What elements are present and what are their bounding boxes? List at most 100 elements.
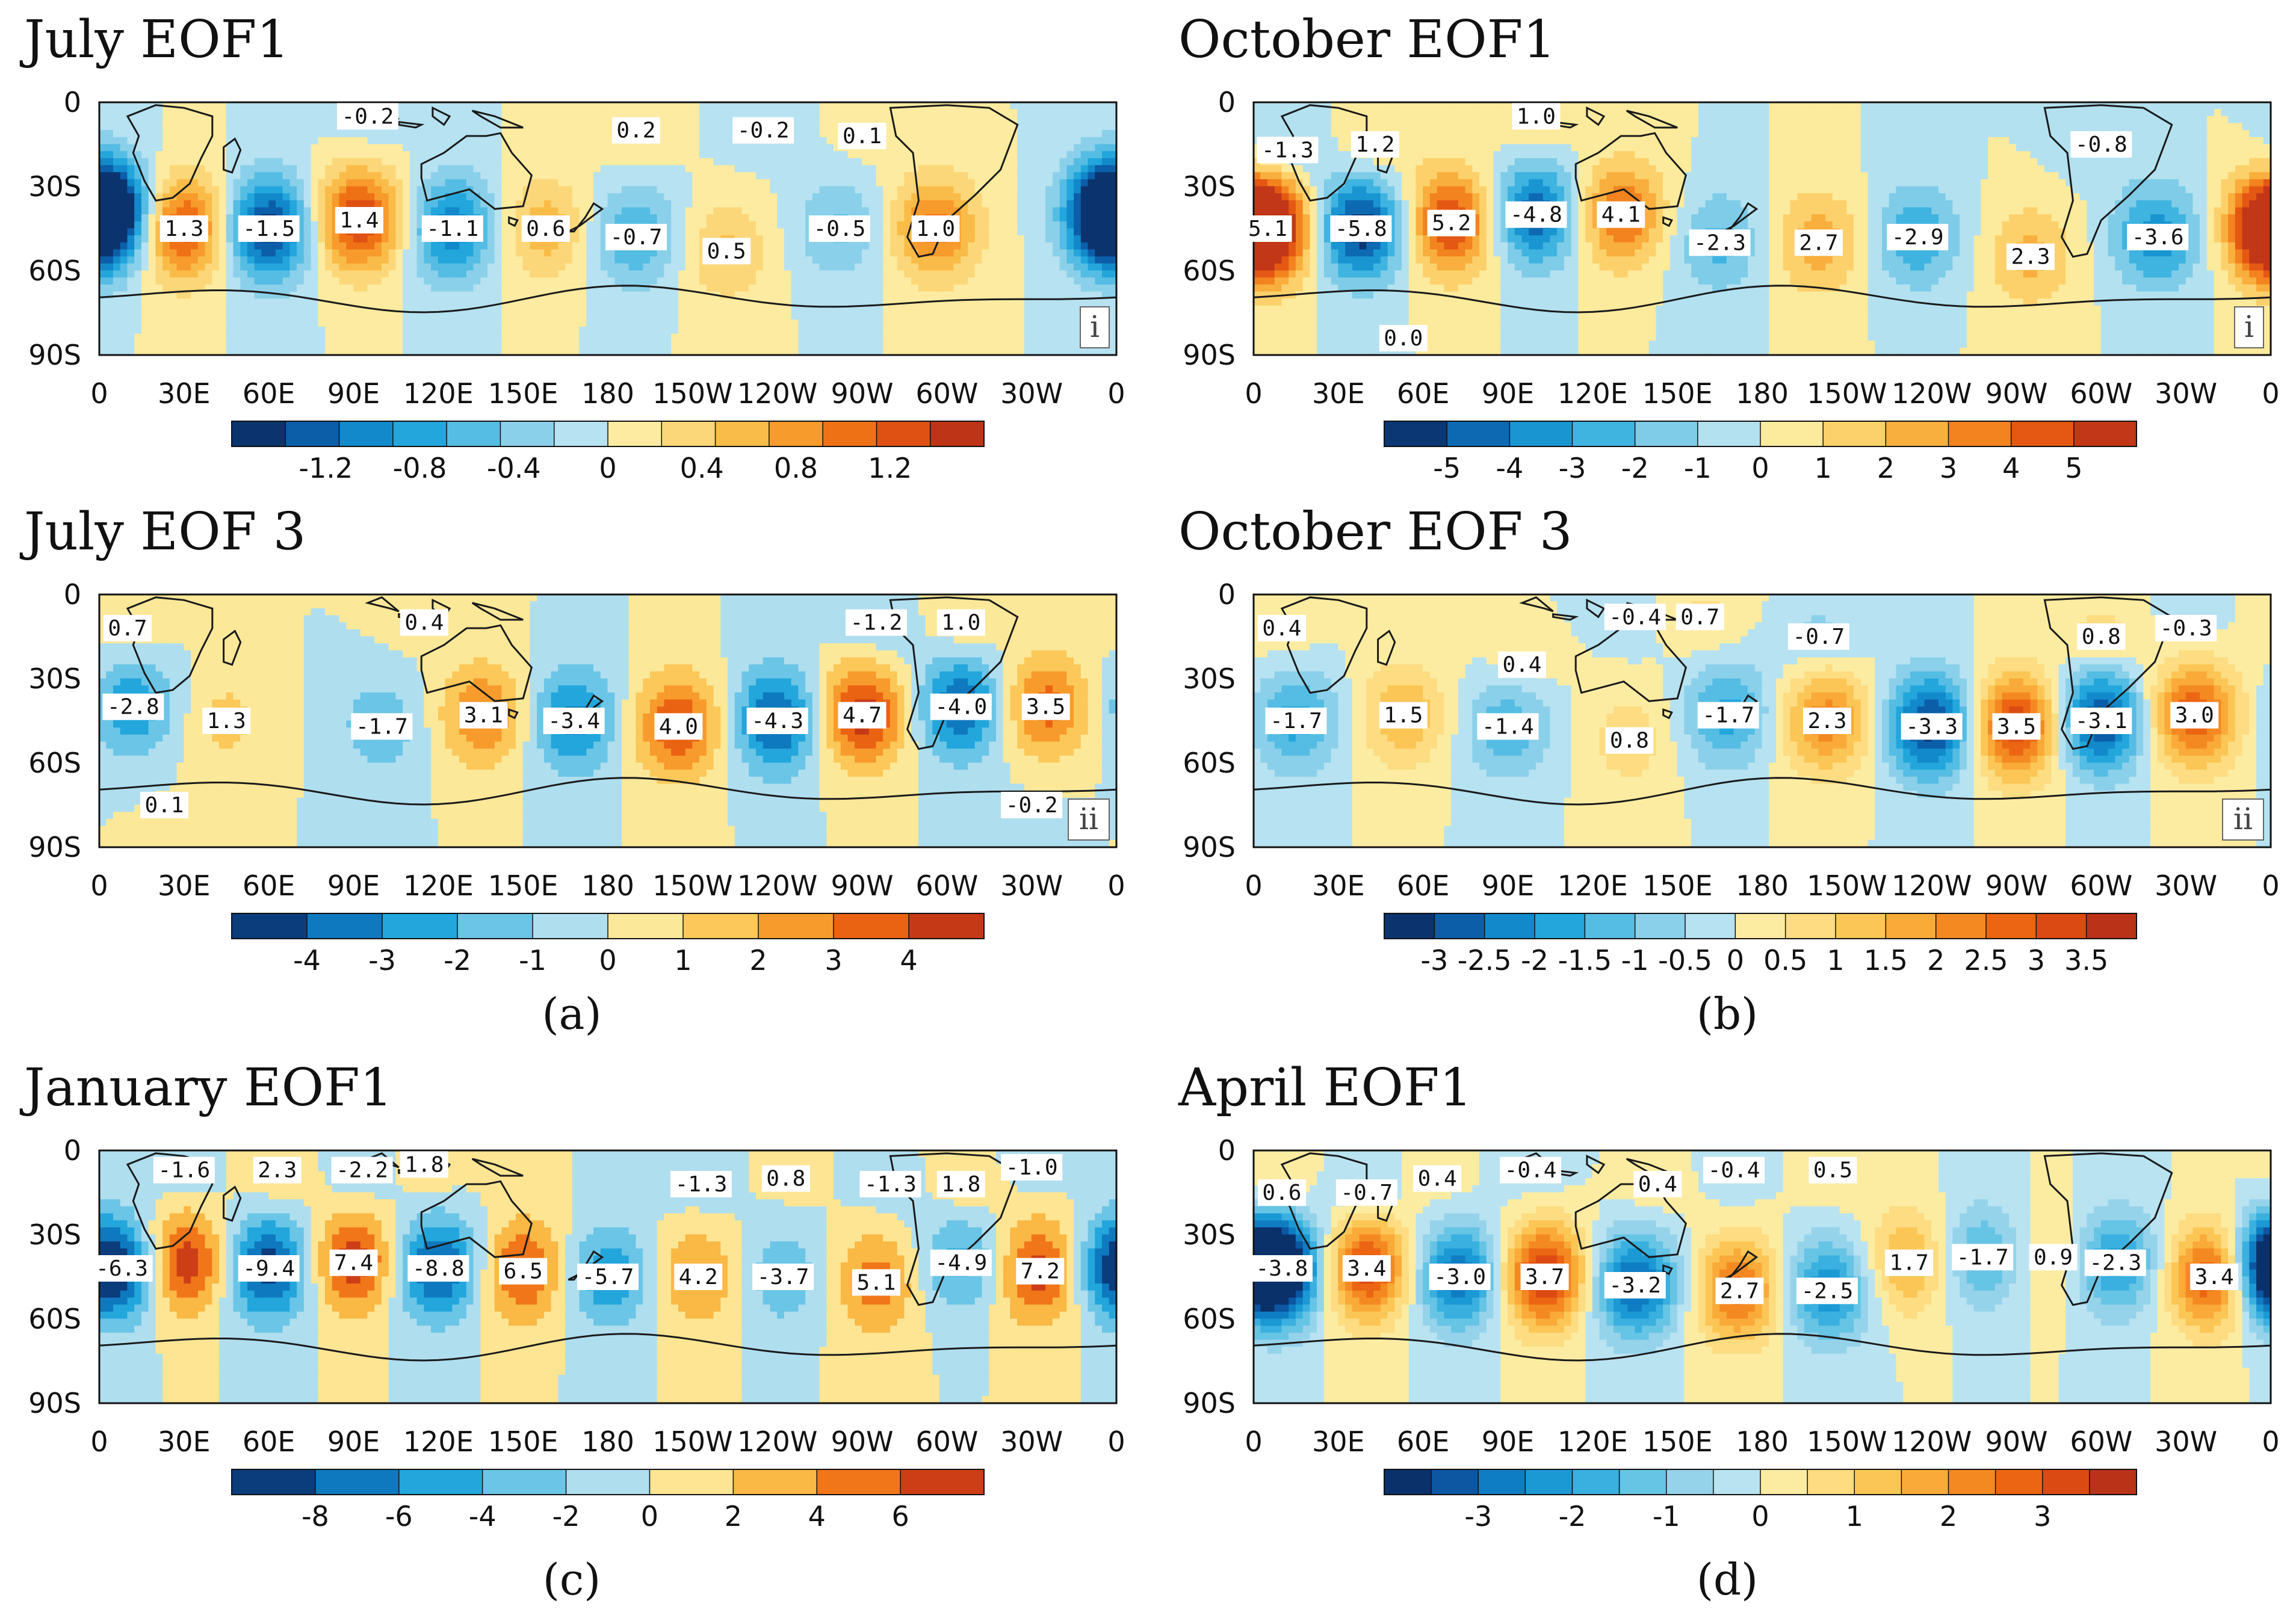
value-label-box	[1257, 615, 1306, 641]
value-label-box	[1809, 1156, 1857, 1184]
colorbar-swatch	[683, 913, 759, 939]
colorbar-tick-label: 3	[2028, 944, 2045, 977]
colorbar-swatch	[834, 913, 909, 939]
value-label-box	[838, 123, 887, 149]
field-map	[99, 102, 1116, 355]
x-tick-label: 0	[90, 377, 108, 410]
value-label-box	[670, 1171, 732, 1197]
value-label-box	[1497, 651, 1546, 678]
colorbar-swatch	[1666, 1469, 1714, 1495]
value-label-box	[859, 1171, 921, 1197]
colorbar-tick-label: -4	[1496, 452, 1523, 484]
value-label-box	[159, 215, 208, 242]
x-tick-label: 150E	[1642, 377, 1713, 410]
value-label: -4.8	[1510, 203, 1562, 227]
value-label: -0.2	[342, 104, 394, 129]
colorbar-swatch	[232, 913, 308, 939]
colorbar-tick-label: 1	[674, 944, 692, 977]
colorbar-tick-label: -4	[469, 1500, 497, 1533]
value-label-box	[808, 215, 870, 242]
y-tick-label: 90S	[1183, 339, 1236, 371]
value-label-box	[1477, 713, 1539, 740]
value-label-box	[732, 117, 794, 144]
y-tick-label: 60S	[28, 255, 81, 287]
value-label: -0.4	[1609, 605, 1661, 629]
value-label: 1.3	[207, 709, 246, 733]
value-label: 0.1	[144, 793, 184, 818]
panel-6: April EOF1 -3.8 3.4 -3.0 3.7 -3.2 2.7 -2.5 1.7 -1…	[1178, 1058, 2280, 1533]
colorbar-swatch	[1484, 913, 1535, 939]
value-label-box	[1427, 209, 1476, 236]
value-label-box	[761, 1165, 810, 1192]
colorbar-tick-label: -3	[1559, 452, 1586, 484]
x-tick-label: 60W	[2070, 869, 2132, 902]
x-tick-label: 150W	[652, 869, 732, 902]
y-tick-label: 60S	[28, 747, 81, 779]
x-tick-label: 60E	[1397, 869, 1450, 902]
value-label: -9.4	[243, 1256, 295, 1281]
panel-mark: ii	[2233, 801, 2253, 836]
value-label: 5.2	[1432, 211, 1471, 236]
field-map	[99, 594, 1116, 847]
value-label-box	[421, 215, 483, 242]
y-tick-label: 0	[1218, 86, 1236, 119]
y-tick-label: 90S	[1183, 1387, 1236, 1419]
colorbar-tick-label: -2.5	[1458, 944, 1512, 977]
colorbar-tick-label: 2	[749, 944, 767, 977]
value-label: 3.4	[2195, 1265, 2234, 1289]
x-tick-label: 90W	[831, 377, 893, 410]
colorbar-swatch	[661, 421, 716, 446]
value-label-box	[1697, 702, 1759, 729]
panel-title: January EOF1	[19, 1058, 393, 1118]
value-label: 0.4	[1418, 1167, 1457, 1191]
subfigure-label: (d)	[1697, 1554, 1758, 1605]
value-label: -1.7	[1957, 1245, 2009, 1270]
panel-mark: i	[2244, 309, 2254, 344]
value-label: -1.3	[675, 1172, 728, 1197]
y-tick-label: 30S	[28, 1218, 81, 1251]
colorbar-swatch	[1735, 913, 1786, 939]
y-axis: 0 30S 60S 90S	[28, 1134, 81, 1419]
value-label: -8.8	[412, 1256, 465, 1281]
x-tick-label: 30E	[1312, 377, 1365, 410]
colorbar-swatch	[1854, 1469, 1902, 1495]
value-label: 3.7	[1525, 1265, 1564, 1289]
x-tick-label: 0	[1107, 869, 1125, 902]
panel-mark-box	[2222, 798, 2264, 841]
colorbar-swatch	[307, 913, 383, 939]
value-label-box	[1794, 229, 1843, 256]
value-label: 2.3	[2011, 245, 2050, 270]
colorbar-swatch	[1478, 1469, 1526, 1495]
value-labels: 5.1 -5.8 5.2 -4.8 4.1 -2.3 2.7 -2.9 2.3 -3.6 -1.3 1…	[1243, 103, 2189, 351]
x-tick-label: 30E	[158, 377, 211, 410]
field-map	[1254, 1150, 2271, 1403]
colorbar-tick-label: 0	[1727, 944, 1744, 977]
value-label-box	[1016, 1258, 1065, 1285]
value-label-box	[654, 713, 703, 740]
colorbar-tick-label: 1	[1827, 944, 1844, 977]
colorbar-tick-label: -6	[385, 1500, 413, 1533]
value-label: 7.4	[334, 1251, 373, 1276]
value-label-box	[400, 609, 448, 636]
colorbar-swatch	[1713, 1469, 1761, 1495]
colorbar-tick-label: -1.5	[1558, 944, 1612, 977]
x-tick-label: 120E	[1558, 1425, 1628, 1458]
colorbar-swatch	[769, 421, 823, 446]
x-tick-label: 180	[581, 869, 634, 902]
colorbar: -5 -4 -3 -2 -1 0 1 2 3 4 5	[1384, 421, 2137, 484]
colorbar-swatch	[1619, 1469, 1667, 1495]
colorbar-tick-label: 3	[825, 944, 842, 977]
value-label: 1.0	[941, 611, 980, 635]
colorbar-swatch	[1572, 1469, 1620, 1495]
value-label-box	[1796, 1277, 1858, 1305]
value-label: -1.3	[1261, 138, 1314, 162]
value-label: -0.2	[1006, 793, 1058, 818]
value-label-box	[577, 1264, 639, 1290]
colorbar: -1.2 -0.8 -0.4 0 0.4 0.8 1.2	[231, 421, 985, 484]
value-label-box	[911, 215, 960, 242]
colorbar-tick-label: 1	[1846, 1500, 1863, 1533]
y-tick-label: 60S	[28, 1303, 81, 1335]
colorbar-tick-label: 0	[1751, 1500, 1769, 1533]
value-label: -1.7	[1702, 703, 1754, 728]
x-tick-label: 60E	[243, 377, 296, 410]
